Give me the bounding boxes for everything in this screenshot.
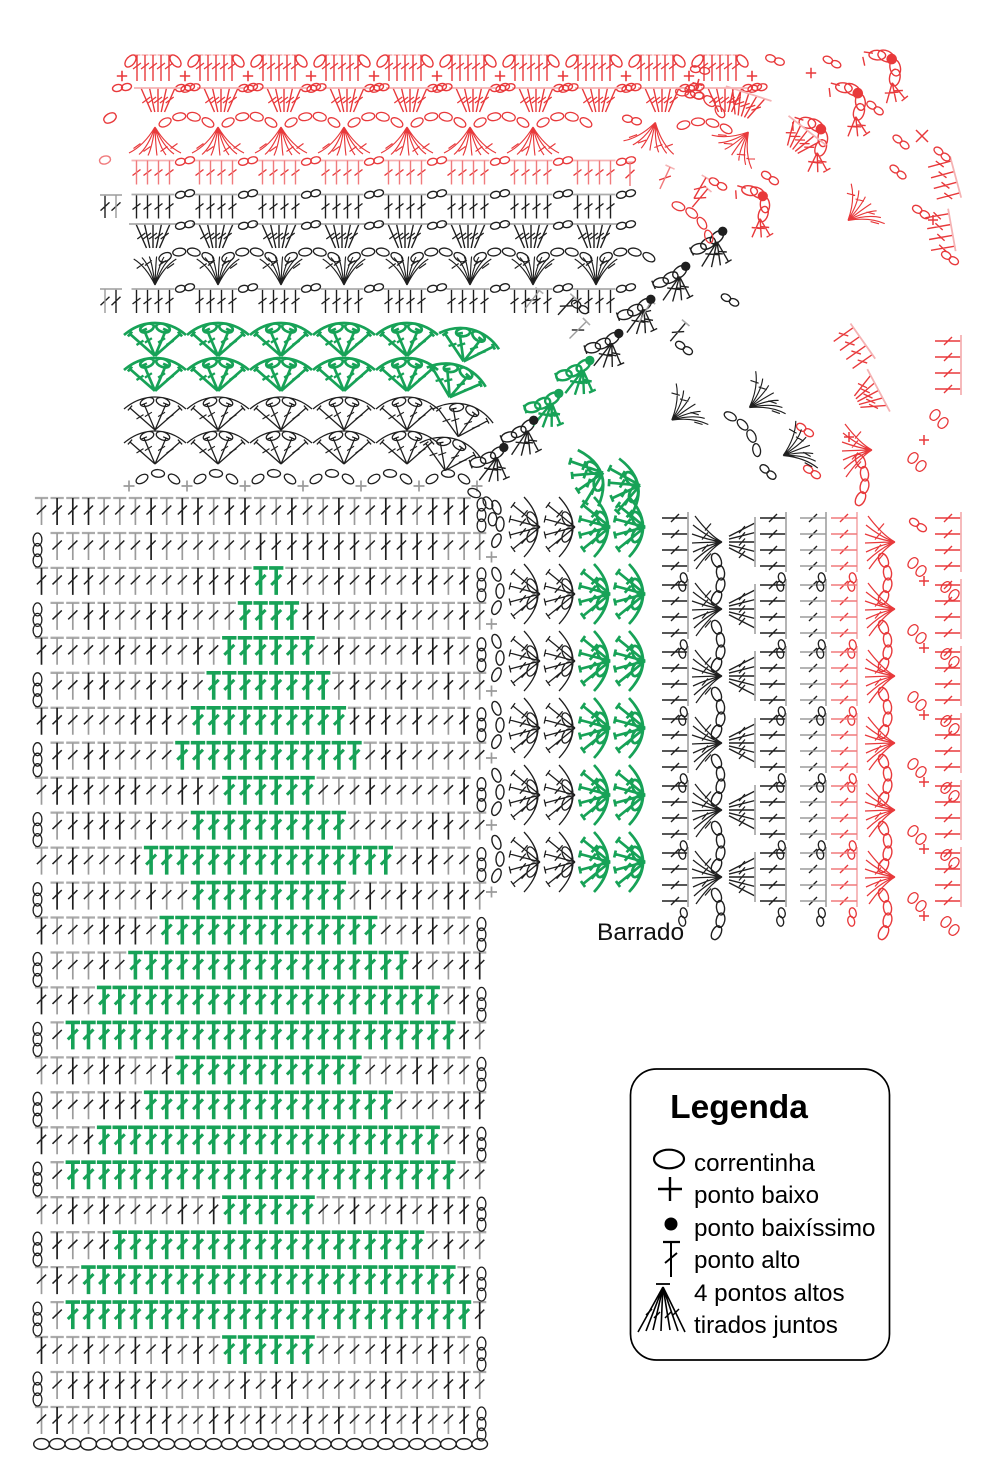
svg-text:tirados juntos: tirados juntos xyxy=(694,1312,838,1339)
svg-text:Barrado: Barrado xyxy=(597,919,684,946)
svg-text:ponto alto: ponto alto xyxy=(694,1247,800,1274)
svg-text:correntinha: correntinha xyxy=(694,1150,816,1177)
svg-text:ponto baixo: ponto baixo xyxy=(694,1182,819,1209)
svg-text:Legenda: Legenda xyxy=(670,1089,808,1126)
svg-text:4 pontos altos: 4 pontos altos xyxy=(694,1280,845,1307)
svg-text:ponto baixíssimo: ponto baixíssimo xyxy=(694,1215,876,1242)
